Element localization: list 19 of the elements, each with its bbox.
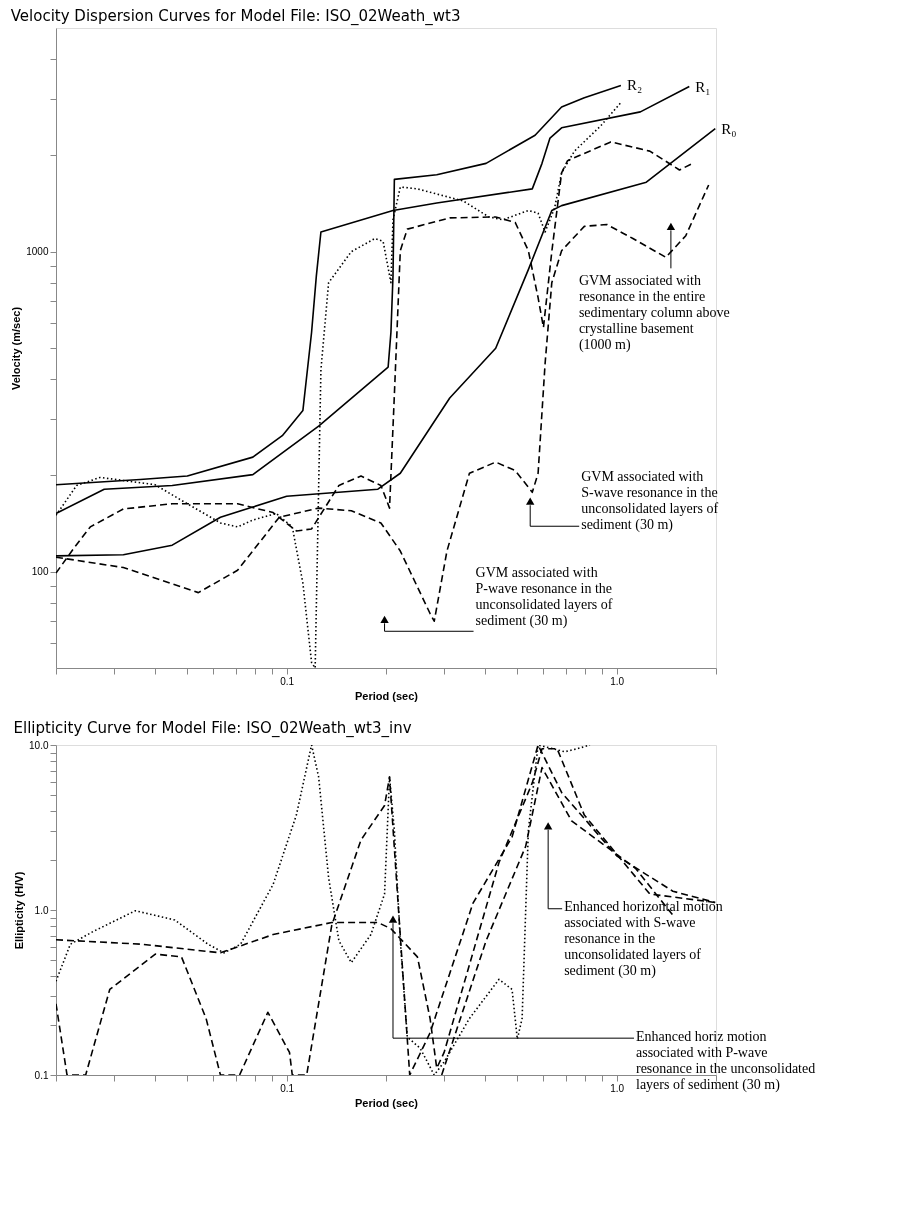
y-tick-label: 100 [31, 566, 49, 578]
series-label: R₂ [626, 77, 643, 94]
annotation: Enhanced horizontal motion associated with S-wave resonance in the unconsolidated layers of sediment (30 m) [564, 898, 723, 979]
annotation: GVM associated with S-wave resonance in the unconsolidated layers of sediment (30 m) [581, 469, 719, 534]
y-axis-title: Velocity (m/sec) [10, 306, 23, 391]
annotation: GVM associated with P-wave resonance in the unconsolidated layers of sediment (30 m) [475, 565, 613, 630]
y-tick-label: 1.0 [34, 904, 49, 916]
chart-title: Velocity Dispersion Curves for Model File: ISO_02Weath_wt3 [10, 7, 461, 26]
x-axis-title: Period (sec) [355, 689, 419, 702]
y-tick-label: 0.1 [34, 1069, 49, 1081]
annotation: Enhanced horiz motion associated with P-wave resonance in the unconsolidated layers of sediment (30 m) [635, 1029, 816, 1094]
series-label: R₀ [721, 120, 737, 137]
series-label: R₁ [695, 78, 711, 95]
chart-title: Ellipticity Curve for Model File: ISO_02Weath_wt3_inv [13, 719, 412, 738]
y-tick-label: 1000 [26, 246, 49, 258]
annotation: GVM associated with resonance in the entire sedimentary column above crystalline basement (1000 m) [578, 273, 730, 354]
x-axis-title: Period (sec) [355, 1096, 419, 1109]
y-axis-title: Ellipticity (H/V) [13, 871, 26, 950]
y-tick-label: 10.0 [29, 739, 49, 751]
